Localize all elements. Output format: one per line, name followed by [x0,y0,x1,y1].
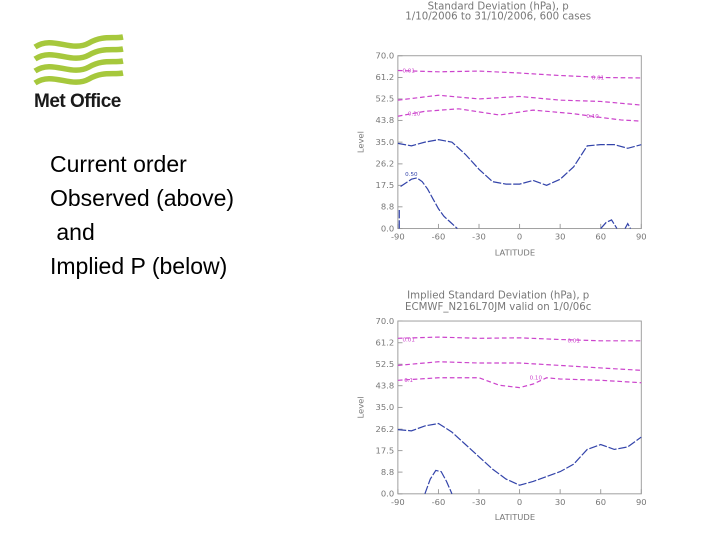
contour-line-0 [397,69,642,79]
y-tick-label: 52.5 [376,94,395,104]
contour-label: 0.10 [586,114,599,120]
logo-wave-3-icon [33,58,124,74]
caption-line-3: and [50,219,95,245]
x-axis-label: LATITUDE [495,247,535,257]
x-tick-label: 0 [517,497,522,507]
met-office-wave-logo-icon [33,34,124,86]
y-tick-label: 61.2 [376,72,395,82]
caption-line-2: Observed (above) [50,185,235,211]
x-tick-label: -90 [391,497,405,507]
contour-label: 0.01 [402,337,415,343]
y-tick-label: 35.0 [376,137,395,147]
x-tick-label: 90 [636,497,647,507]
contour-line-0 [397,336,642,342]
y-tick-label: 52.5 [376,359,395,369]
contour-line-3 [397,422,642,486]
contour-label: 0.10 [408,112,421,118]
caption: Current order Observed (above) and Impli… [50,147,234,283]
chart-title: Implied Standard Deviation (hPa), p [407,291,589,302]
chart-observed: Standard Deviation (hPa), p 1/10/2006 to… [355,1,647,257]
x-tick-label: -30 [472,232,486,242]
y-tick-label: 17.5 [376,445,395,455]
brand-name: Met Office [34,91,121,112]
plot-frame [397,55,642,230]
contour-line-6 [600,219,618,229]
contour-line-4 [424,469,453,495]
y-tick-label: 61.2 [376,338,395,348]
logo-wave-4-icon [33,70,124,86]
x-tick-label: 60 [595,497,606,507]
contour-label: 0.01 [567,339,580,345]
contour-line-1 [397,361,642,371]
y-tick-label: 0.0 [381,489,394,499]
y-axis-label: Level [355,131,365,153]
y-tick-label: 17.5 [376,180,395,190]
y-tick-label: 43.8 [376,115,395,125]
x-tick-label: -60 [432,232,446,242]
x-tick-label: -90 [391,232,405,242]
y-tick-label: 26.2 [376,424,395,434]
y-tick-label: 8.8 [381,467,394,477]
contour-line-3 [397,139,642,187]
contour-label: 0.10 [530,376,543,382]
y-tick-label: 35.0 [376,402,395,412]
x-tick-label: 30 [555,497,566,507]
contour-line-2 [397,108,642,122]
logo-wave-2-icon [33,46,124,62]
chart-subtitle: 1/10/2006 to 31/10/2006, 600 cases [405,12,591,23]
x-axis-label: LATITUDE [495,512,535,522]
plot-frame [397,320,642,495]
contour-line-2 [397,377,642,389]
y-tick-label: 8.8 [381,202,394,212]
y-tick-label: 26.2 [376,159,395,169]
y-tick-label: 0.0 [381,223,394,233]
x-tick-label: 30 [555,232,566,242]
contour-line-7 [624,222,632,229]
x-tick-label: 0 [517,232,522,242]
contour-label: 0.01 [402,68,415,74]
x-tick-label: -30 [472,497,486,507]
contour-label: 0.01 [592,75,605,81]
chart-title: Standard Deviation (hPa), p [428,1,569,12]
contour-line-4 [400,177,458,229]
y-tick-label: 43.8 [376,380,395,390]
x-tick-label: 90 [636,232,647,242]
caption-line-1: Current order [50,151,187,177]
contour-label: 0.1 [404,378,413,384]
logo-wave-1-icon [33,34,124,50]
caption-line-4: Implied P (below) [50,253,228,279]
x-tick-label: -60 [432,497,446,507]
chart-implied: Implied Standard Deviation (hPa), p ECMW… [355,291,647,522]
y-tick-label: 70.0 [376,316,395,326]
contour-line-1 [397,94,642,106]
y-tick-label: 70.0 [376,51,395,61]
y-axis-label: Level [355,396,365,418]
chart-subtitle: ECMWF_N216L70JM valid on 1/0/06c [405,302,591,313]
contour-label: 0.50 [405,172,418,178]
x-tick-label: 60 [595,232,606,242]
